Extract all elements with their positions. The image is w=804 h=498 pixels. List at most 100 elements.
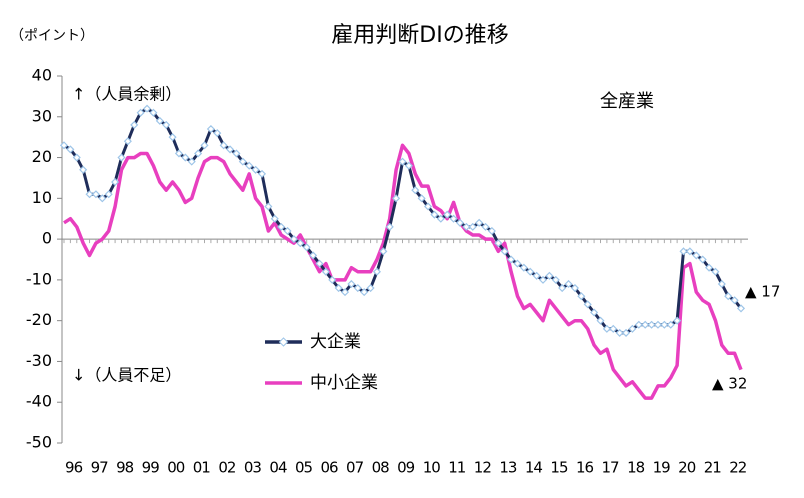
data-point xyxy=(628,324,637,333)
data-point xyxy=(602,324,611,333)
data-point xyxy=(583,300,592,309)
data-point xyxy=(334,283,343,293)
data-point xyxy=(519,263,528,272)
data-point xyxy=(436,214,445,223)
data-point xyxy=(111,177,120,187)
x-tick-label: 14 xyxy=(525,459,543,477)
data-point xyxy=(302,243,311,252)
data-point xyxy=(130,120,139,129)
data-point xyxy=(653,320,663,329)
data-point xyxy=(660,320,669,329)
chart-title: 雇用判断DIの推移 xyxy=(331,23,508,48)
series-line xyxy=(63,143,743,400)
data-point xyxy=(538,275,548,284)
y-tick-label: -30 xyxy=(26,351,52,370)
data-point xyxy=(245,161,254,170)
x-tick-label: 02 xyxy=(218,459,236,477)
legend-label: 大企業 xyxy=(310,332,361,352)
data-point xyxy=(226,145,235,154)
data-point xyxy=(736,304,746,313)
data-point xyxy=(98,194,107,203)
data-point xyxy=(340,288,350,297)
data-point xyxy=(545,271,554,280)
y-tick-label: -20 xyxy=(26,310,52,329)
x-tick-label: 07 xyxy=(346,459,364,477)
data-point xyxy=(315,259,324,268)
data-point xyxy=(385,222,394,231)
data-point xyxy=(615,328,624,337)
x-tick-label: 12 xyxy=(474,459,492,477)
data-point xyxy=(289,235,298,244)
data-point xyxy=(149,108,158,117)
legend-marker xyxy=(278,337,289,347)
data-point xyxy=(194,149,203,158)
x-tick-label: 15 xyxy=(550,459,568,477)
data-point xyxy=(238,157,247,166)
data-point xyxy=(717,279,726,289)
data-point xyxy=(264,202,273,211)
data-point xyxy=(85,190,94,199)
data-point xyxy=(634,320,643,329)
x-tick-label: 04 xyxy=(269,459,287,477)
data-point xyxy=(481,222,490,231)
data-point xyxy=(136,108,145,117)
data-point xyxy=(142,104,152,113)
data-point xyxy=(532,271,541,280)
data-point xyxy=(417,194,426,203)
data-point xyxy=(570,283,579,293)
data-point xyxy=(609,324,618,333)
annotation: 全産業 xyxy=(600,91,654,112)
data-point xyxy=(411,186,420,195)
x-tick-label: 01 xyxy=(193,459,211,477)
data-point xyxy=(257,169,267,178)
data-point xyxy=(117,153,126,162)
data-point xyxy=(423,202,433,211)
data-point xyxy=(372,267,382,276)
y-tick-label: -40 xyxy=(26,392,52,411)
data-point xyxy=(673,316,682,325)
data-point xyxy=(392,194,401,203)
data-point xyxy=(449,214,458,223)
annotation: ↓（人員不足） xyxy=(72,366,181,385)
x-tick-label: 18 xyxy=(627,459,645,477)
data-point xyxy=(328,275,337,284)
data-point xyxy=(404,161,413,170)
annotation: ▲ 32 xyxy=(712,375,747,393)
y-tick-label: 40 xyxy=(32,66,52,85)
data-point xyxy=(551,275,560,284)
data-point xyxy=(711,267,720,276)
legend-label: 中小企業 xyxy=(310,373,378,393)
data-point xyxy=(155,116,164,125)
data-point xyxy=(679,247,688,256)
data-point xyxy=(558,283,567,293)
y-tick-label: 0 xyxy=(42,229,52,248)
data-point xyxy=(500,247,509,256)
x-tick-label: 99 xyxy=(142,459,160,477)
data-point xyxy=(347,279,356,289)
data-point xyxy=(641,320,650,329)
data-point xyxy=(730,296,739,305)
data-point xyxy=(430,210,439,219)
data-point xyxy=(596,316,605,325)
y-tick-label: -50 xyxy=(26,433,52,452)
data-point xyxy=(487,226,496,236)
data-point xyxy=(398,157,407,166)
x-tick-label: 10 xyxy=(423,459,441,477)
data-point xyxy=(507,255,516,264)
x-tick-label: 03 xyxy=(244,459,262,477)
data-point xyxy=(91,190,100,199)
y-tick-label: -10 xyxy=(26,269,52,288)
data-point xyxy=(590,308,599,317)
data-point xyxy=(219,141,228,150)
data-point xyxy=(724,292,733,301)
data-point xyxy=(513,259,522,268)
data-point xyxy=(494,239,503,248)
data-point xyxy=(647,320,656,329)
data-point xyxy=(475,218,484,227)
data-point xyxy=(181,153,190,162)
data-point xyxy=(72,153,81,162)
data-point xyxy=(104,190,113,199)
data-point xyxy=(168,133,177,142)
data-point xyxy=(360,288,369,297)
